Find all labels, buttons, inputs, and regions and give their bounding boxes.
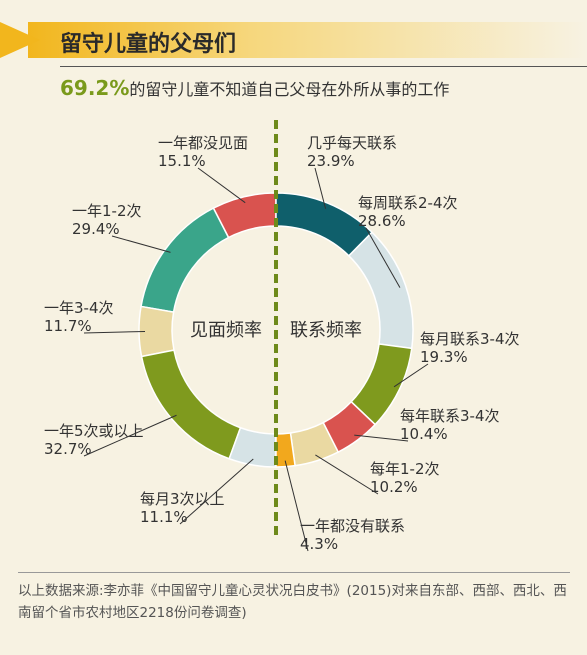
leader-line-right-4 xyxy=(315,454,379,495)
title-divider xyxy=(60,66,587,67)
slice-value-left-4: 11.1% xyxy=(140,508,188,526)
slice-label-left-2: 一年3-4次 xyxy=(44,299,114,317)
leader-line-right-1 xyxy=(365,227,401,288)
slice-value-right-2: 19.3% xyxy=(420,348,468,366)
slice-value-right-4: 10.2% xyxy=(370,478,418,496)
slice-value-left-3: 32.7% xyxy=(44,440,92,458)
leader-line-left-4 xyxy=(179,458,254,525)
slice-label-right-1: 每周联系2-4次 xyxy=(358,194,458,212)
slice-label-right-2: 每月联系3-4次 xyxy=(420,330,520,348)
slice-value-right-3: 10.4% xyxy=(400,425,448,443)
slice-label-left-1: 一年1-2次 xyxy=(72,202,142,220)
slice-label-left-3: 一年5次或以上 xyxy=(44,422,144,440)
header-bar xyxy=(0,22,587,58)
slice-label-right-4: 每年1-2次 xyxy=(370,460,440,478)
page-title: 留守儿童的父母们 xyxy=(60,32,237,57)
half-name-right: 联系频率 xyxy=(290,320,362,341)
headline-percent: 69.2% xyxy=(60,76,130,100)
headline: 69.2%的留守儿童不知道自己父母在外所从事的工作 xyxy=(60,76,449,100)
slice-value-right-1: 28.6% xyxy=(358,212,406,230)
slice-label-right-0: 几乎每天联系 xyxy=(307,134,397,152)
slice-value-left-1: 29.4% xyxy=(72,220,120,238)
leader-line-left-0 xyxy=(197,167,246,204)
leader-line-left-2 xyxy=(83,330,146,334)
half-name-left: 见面频率 xyxy=(190,320,262,341)
slice-label-left-4: 每月3次以上 xyxy=(140,490,225,508)
header-bar-fill xyxy=(28,22,587,58)
leader-line-right-2 xyxy=(393,363,429,388)
donut-slice-left-3 xyxy=(140,349,242,460)
slice-value-left-0: 15.1% xyxy=(158,152,206,170)
donut-slice-left-1 xyxy=(140,207,230,313)
footer-source: 以上数据来源:李亦菲《中国留守儿童心灵状况白皮书》(2015)对来自东部、西部、… xyxy=(18,583,567,621)
slice-value-left-2: 11.7% xyxy=(44,317,92,335)
header-triangle xyxy=(0,22,40,58)
footer-divider xyxy=(18,572,570,573)
slice-label-right-5: 一年都没有联系 xyxy=(300,517,405,535)
slice-label-left-0: 一年都没见面 xyxy=(158,134,248,152)
slice-value-right-0: 23.9% xyxy=(307,152,355,170)
slice-value-right-5: 4.3% xyxy=(300,535,338,553)
leader-line-right-3 xyxy=(354,434,409,442)
leader-line-right-0 xyxy=(314,167,327,209)
leader-line-left-1 xyxy=(111,235,171,253)
leader-line-left-3 xyxy=(83,414,177,457)
headline-text: 的留守儿童不知道自己父母在外所从事的工作 xyxy=(129,80,450,99)
slice-label-right-3: 每年联系3-4次 xyxy=(400,407,500,425)
leader-line-right-5 xyxy=(284,460,309,552)
